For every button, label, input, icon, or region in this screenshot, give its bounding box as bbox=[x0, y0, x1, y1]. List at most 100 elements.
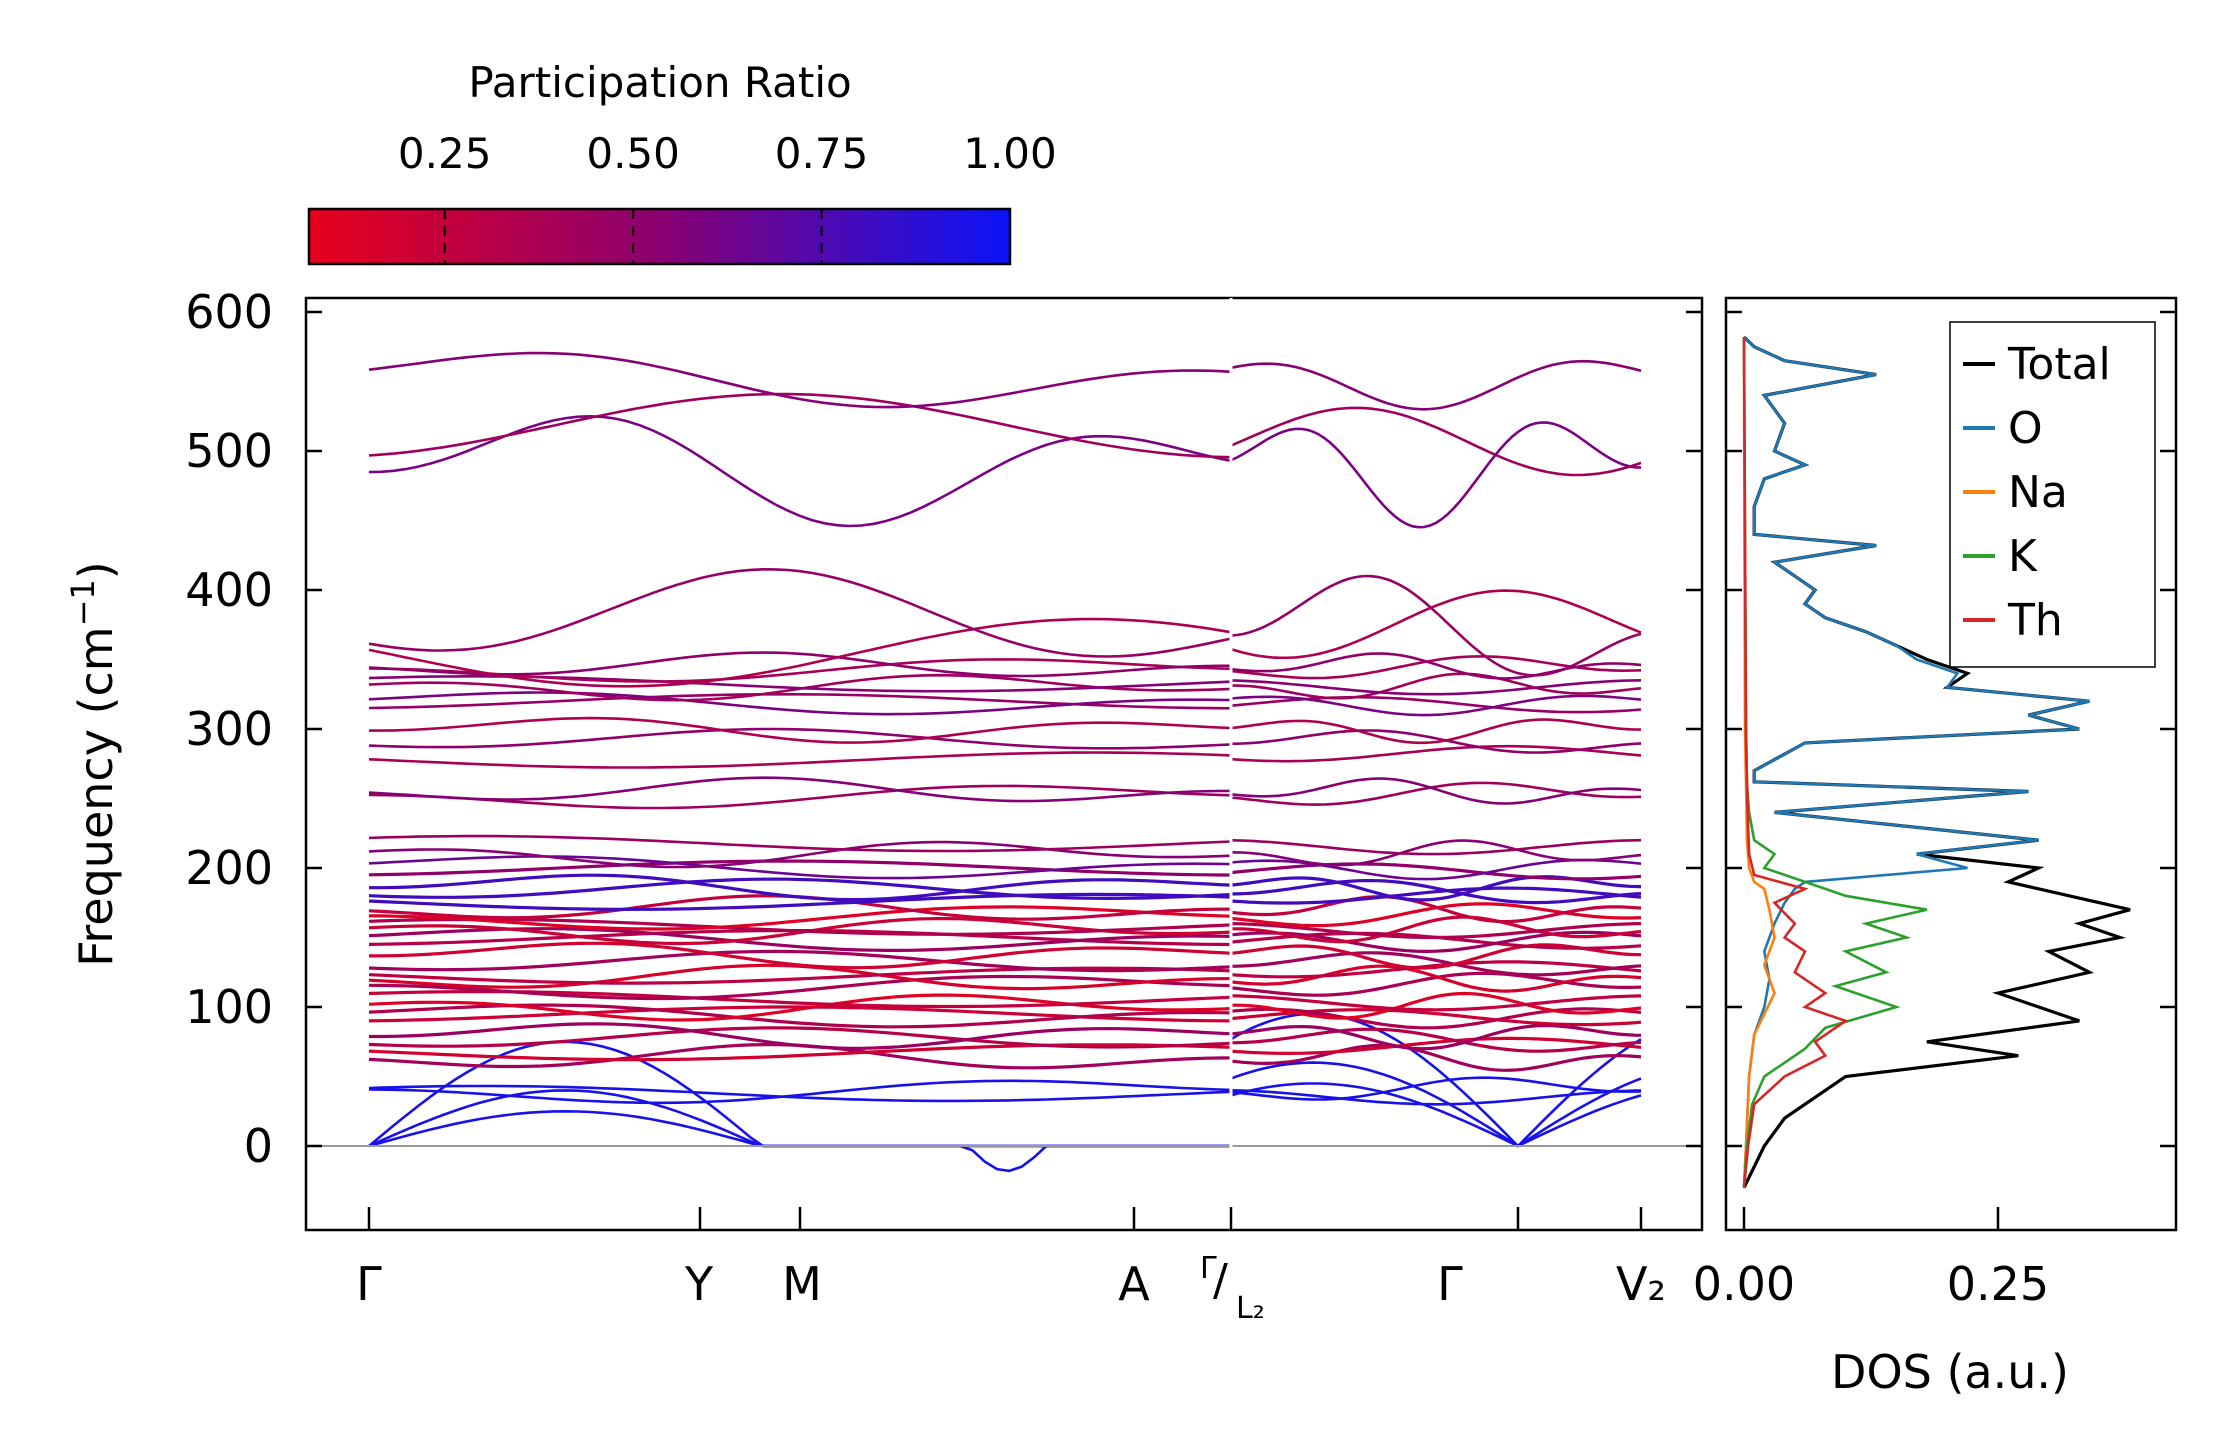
dos-lines bbox=[1742, 335, 2131, 1189]
frequency-tick-label: 600 bbox=[185, 285, 273, 339]
band-line bbox=[369, 941, 1232, 970]
colorbar-tick-label: 0.25 bbox=[398, 129, 492, 178]
band-line bbox=[368, 392, 1232, 459]
legend-frame bbox=[1949, 321, 2156, 668]
band-line bbox=[1230, 406, 1642, 477]
frequency-ticks: 0 100 200 300 400 500 600 bbox=[185, 285, 1702, 1173]
band-line bbox=[1230, 718, 1642, 745]
band-line bbox=[1230, 1076, 1642, 1101]
band-line bbox=[1230, 930, 1642, 954]
band-line bbox=[368, 351, 1232, 409]
band-line bbox=[1230, 777, 1642, 805]
frequency-tick-label: 0 bbox=[244, 1119, 273, 1173]
kpath-label: Y bbox=[684, 1257, 714, 1311]
band-line bbox=[368, 877, 1232, 901]
band-line bbox=[368, 859, 1231, 877]
kpath-label: M bbox=[782, 1257, 822, 1311]
legend-label-na: Na bbox=[2008, 467, 2068, 518]
band-line bbox=[368, 892, 1232, 912]
band-lines bbox=[368, 351, 1642, 1173]
frequency-unit-exponent: −1 bbox=[64, 579, 102, 626]
kpath-label-gamma-l2: Γ/L₂ bbox=[1200, 1251, 1265, 1326]
legend-label-th: Th bbox=[2007, 595, 2063, 646]
colorbar-tick-label: 0.75 bbox=[775, 129, 869, 178]
dos-ticks: 0.00 0.25 bbox=[1693, 310, 2176, 1311]
band-line bbox=[369, 716, 1232, 744]
kpath-label: A bbox=[1118, 1257, 1150, 1311]
colorbar-tick-labels: 0.25 0.50 0.75 1.00 bbox=[398, 129, 1057, 178]
band-line bbox=[368, 993, 1232, 1022]
band-line bbox=[368, 1079, 1232, 1105]
band-line bbox=[1230, 359, 1642, 411]
band-line bbox=[368, 658, 1232, 683]
band-line bbox=[1230, 1007, 1642, 1030]
band-line bbox=[368, 1026, 1232, 1049]
frequency-tick-label: 200 bbox=[185, 841, 273, 895]
dos-line-o bbox=[1742, 336, 2090, 1188]
band-line bbox=[1230, 652, 1642, 680]
band-line bbox=[1230, 1036, 1642, 1056]
band-line bbox=[369, 873, 1232, 902]
colorbar-title: Participation Ratio bbox=[468, 58, 851, 107]
band-line bbox=[1230, 886, 1642, 905]
legend-label-total: Total bbox=[2007, 339, 2111, 390]
kpath-label: Γ bbox=[356, 1257, 382, 1311]
band-line bbox=[1230, 1082, 1642, 1148]
dos-axes-frame bbox=[1724, 296, 2178, 1232]
dos-line-th bbox=[1742, 336, 1849, 1188]
band-line bbox=[368, 691, 1232, 716]
band-line bbox=[368, 674, 1232, 693]
band-line bbox=[368, 905, 1232, 931]
kpath-label-gamma-small: Γ bbox=[1200, 1251, 1217, 1286]
band-line bbox=[368, 617, 1232, 688]
band-line bbox=[368, 692, 1232, 710]
band-line bbox=[1230, 862, 1642, 881]
band-line bbox=[368, 567, 1232, 658]
band-line bbox=[1230, 895, 1642, 924]
band-line bbox=[1230, 679, 1642, 696]
band-line bbox=[1230, 1089, 1642, 1106]
band-line bbox=[368, 1109, 1231, 1173]
frequency-tick-label: 300 bbox=[185, 702, 273, 756]
band-line bbox=[1230, 964, 1642, 993]
dos-legend: Total O Na K Th bbox=[1949, 321, 2156, 668]
band-line bbox=[1230, 1061, 1642, 1148]
band-line bbox=[1231, 915, 1642, 944]
band-line bbox=[1230, 994, 1642, 1012]
band-line bbox=[1231, 991, 1642, 1020]
band-line bbox=[368, 751, 1232, 769]
band-line bbox=[1230, 589, 1642, 660]
band-line bbox=[1230, 878, 1642, 905]
band-line bbox=[1230, 421, 1642, 529]
dos-tick-label: 0.00 bbox=[1693, 1257, 1795, 1311]
band-line bbox=[368, 727, 1232, 750]
legend-label-o: O bbox=[2008, 403, 2043, 454]
band-line bbox=[1230, 1043, 1642, 1072]
band-line bbox=[1230, 951, 1642, 977]
dos-line-k bbox=[1742, 336, 1928, 1188]
band-line bbox=[1230, 1027, 1642, 1053]
band-line bbox=[1230, 839, 1642, 867]
colorbar-ticks bbox=[443, 209, 823, 264]
band-line bbox=[369, 1022, 1232, 1050]
band-line bbox=[1230, 1012, 1642, 1148]
band-line bbox=[368, 414, 1232, 528]
dos-axis-label: DOS (a.u.) bbox=[1831, 1345, 2069, 1399]
legend-label-k: K bbox=[2008, 531, 2038, 582]
band-line bbox=[368, 776, 1232, 803]
band-line bbox=[1230, 694, 1642, 717]
kpath-label-slash: / bbox=[1213, 1255, 1228, 1306]
band-line bbox=[368, 651, 1231, 678]
kpath-label-l2: L₂ bbox=[1236, 1291, 1265, 1326]
band-line bbox=[1230, 574, 1642, 677]
frequency-tick-label: 500 bbox=[185, 424, 273, 478]
band-line bbox=[368, 949, 1232, 973]
dos-tick-label: 0.25 bbox=[1947, 1257, 2049, 1311]
band-axes-frame bbox=[304, 296, 1704, 1232]
band-line bbox=[368, 917, 1232, 936]
kpath-ticks: Γ Y M A Γ/L₂ Γ V₂ bbox=[356, 1207, 1666, 1326]
band-line bbox=[368, 966, 1232, 985]
band-line bbox=[368, 1084, 1232, 1103]
band-line bbox=[368, 834, 1232, 853]
